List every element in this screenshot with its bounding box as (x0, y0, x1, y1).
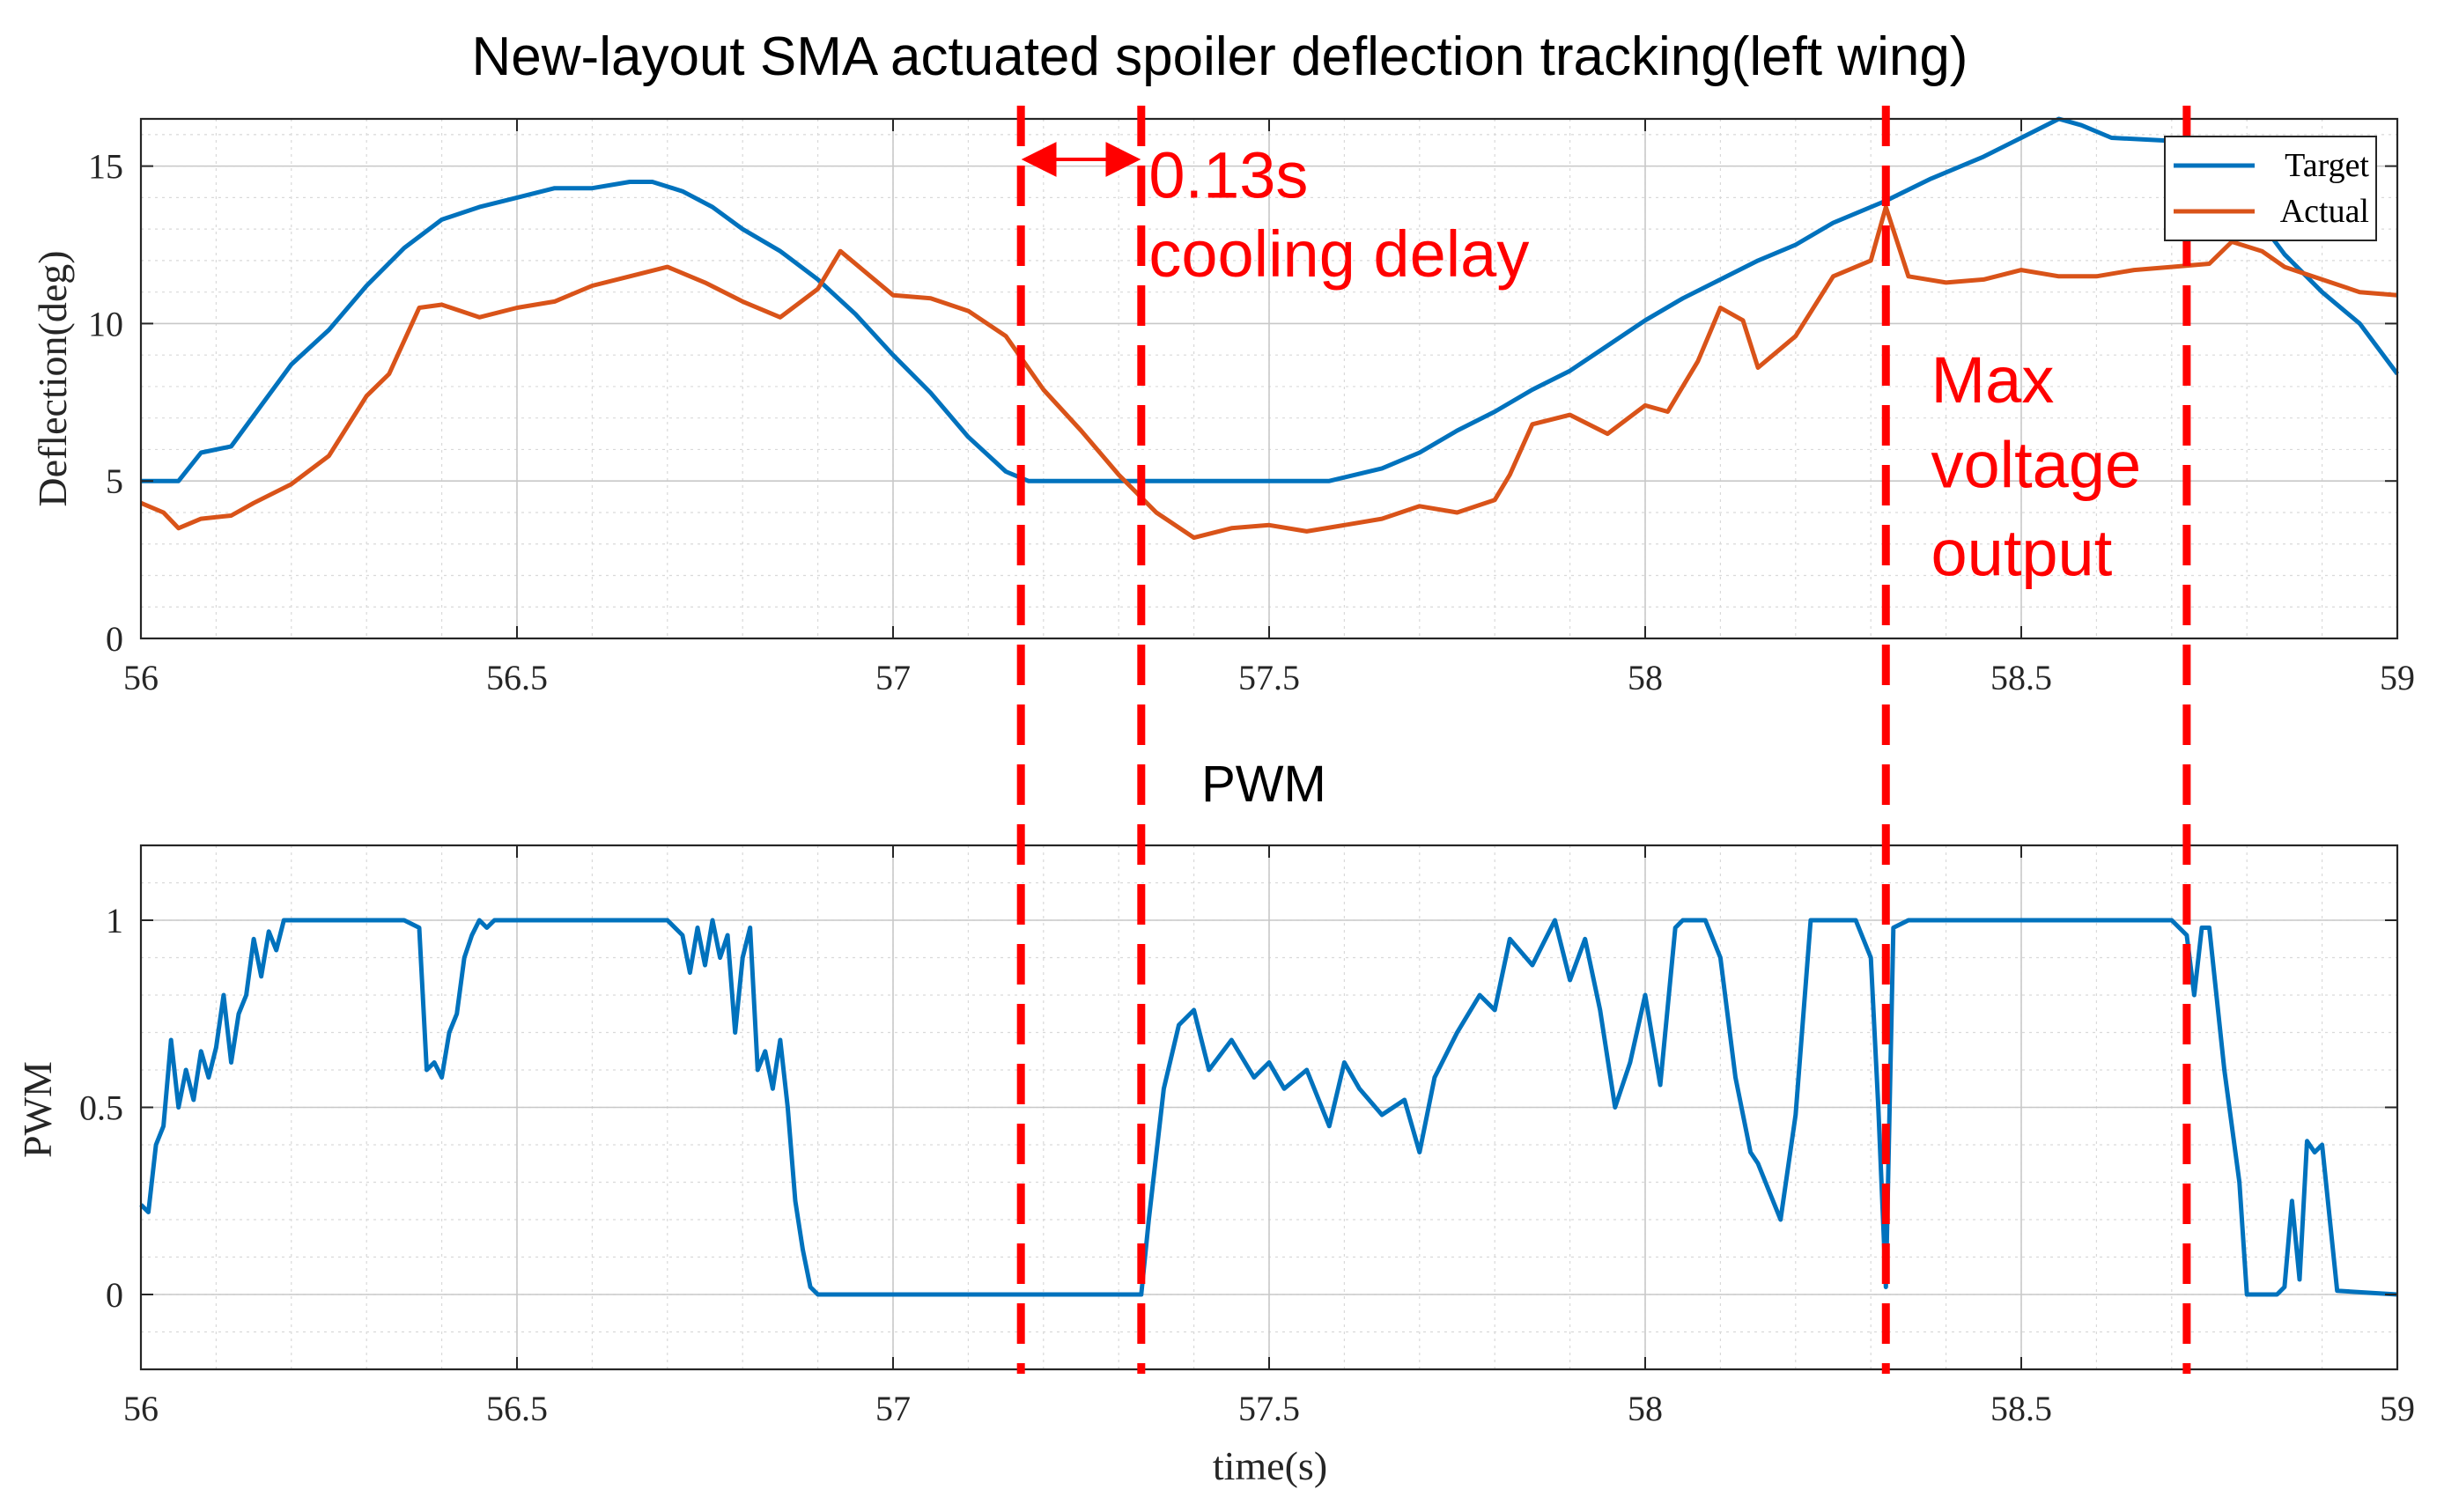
bottom-y-tick-label: 0.5 (79, 1088, 123, 1128)
top-y-tick-label: 0 (106, 619, 123, 659)
x-axis-label: time(s) (1213, 1443, 1327, 1488)
bottom-y-axis-label: PWM (15, 1061, 60, 1158)
bottom-series-pwm (139, 918, 2398, 1297)
bottom-x-tick-label: 58 (1628, 1389, 1663, 1428)
top-x-tick-label: 56 (123, 658, 159, 697)
top-series-target (141, 116, 2400, 483)
bottom-x-tick-label: 57.5 (1238, 1389, 1300, 1428)
annotation-text: voltage (1931, 428, 2142, 501)
annotation-text: Max (1931, 343, 2055, 417)
top-x-tick-label: 56.5 (486, 658, 548, 697)
legend-label-target: Target (2285, 147, 2369, 184)
bottom-x-tick-label: 56.5 (486, 1389, 548, 1428)
top-x-tick-label: 58.5 (1990, 658, 2052, 697)
top-x-tick-label: 58 (1628, 658, 1663, 697)
bottom-x-tick-label: 57 (875, 1389, 911, 1428)
annotation-text: cooling delay (1148, 218, 1529, 291)
annotation-text: output (1931, 516, 2113, 589)
top-x-tick-label: 59 (2380, 658, 2415, 697)
top-chart-title: New-layout SMA actuated spoiler deflecti… (472, 26, 1968, 87)
top-x-tick-label: 57.5 (1238, 658, 1300, 697)
annotation-text: 0.13s (1148, 138, 1308, 211)
bottom-x-tick-label: 59 (2380, 1389, 2415, 1428)
top-x-tick-label: 57 (875, 658, 911, 697)
legend: Target Actual (2164, 136, 2377, 241)
legend-box (2164, 136, 2377, 241)
bottom-y-tick-label: 1 (106, 901, 123, 940)
bottom-y-tick-label: 0 (106, 1275, 123, 1315)
top-y-axis-label: Deflection(deg) (30, 250, 75, 506)
top-y-tick-label: 10 (88, 304, 123, 343)
bottom-chart: 56 56.5 57 57.5 58 58.5 59 0 0.5 1 (79, 844, 2415, 1428)
top-y-tick-label: 5 (106, 461, 123, 501)
top-y-tick-label: 15 (88, 147, 123, 187)
bottom-chart-title: PWM (1201, 756, 1326, 813)
top-series-actual (140, 204, 2398, 541)
bottom-x-tick-label: 58.5 (1990, 1389, 2052, 1428)
legend-label-actual: Actual (2280, 193, 2369, 230)
bottom-x-tick-label: 56 (123, 1389, 159, 1428)
